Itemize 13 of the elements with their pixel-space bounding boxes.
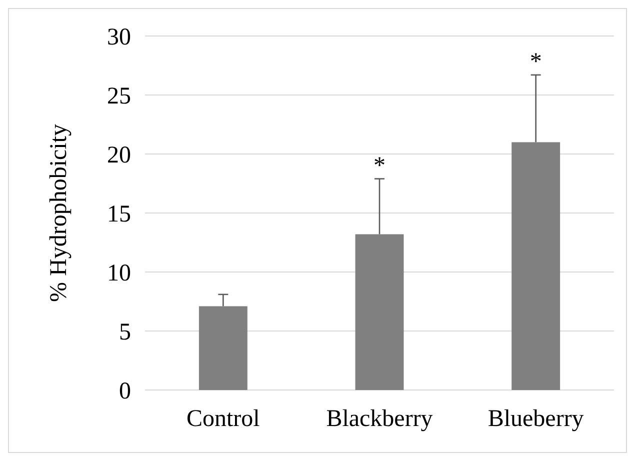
x-tick-label: Blackberry bbox=[326, 406, 433, 432]
y-tick-label: 25 bbox=[107, 83, 131, 110]
annotation: * bbox=[374, 152, 386, 179]
x-tick-label: Control bbox=[186, 406, 260, 432]
y-tick-label: 10 bbox=[107, 260, 131, 286]
y-tick-label: 30 bbox=[107, 24, 131, 50]
annotation: * bbox=[530, 48, 542, 75]
y-tick-label: 5 bbox=[119, 319, 131, 346]
y-tick-label: 20 bbox=[107, 142, 131, 168]
y-tick-label: 15 bbox=[107, 201, 131, 228]
y-tick-label: 0 bbox=[119, 378, 131, 404]
y-axis-title: % Hydrophobicity bbox=[46, 124, 72, 302]
x-tick-label: Blueberry bbox=[488, 406, 584, 432]
